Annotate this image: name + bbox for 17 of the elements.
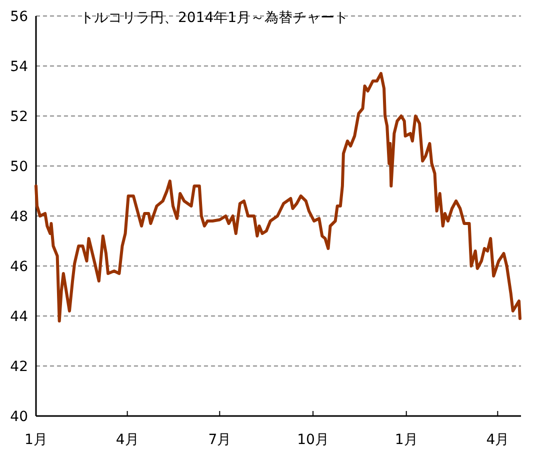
x-tick-label: 4月 — [116, 432, 139, 448]
line-series — [34, 72, 522, 322]
y-tick-label: 48 — [10, 209, 28, 225]
x-tick-label: 10月 — [297, 432, 329, 448]
x-tick-label: 1月 — [394, 432, 418, 448]
x-tick-label: 1月 — [24, 432, 48, 448]
y-tick-label: 42 — [10, 359, 28, 375]
y-tick-label: 56 — [10, 9, 28, 25]
y-tick-label: 54 — [10, 59, 28, 75]
y-tick-label: 52 — [10, 109, 28, 125]
y-tick-label: 50 — [10, 159, 28, 175]
y-tick-label: 44 — [10, 309, 28, 325]
chart-title: トルコリラ円、2014年1月～為替チャート — [80, 10, 349, 26]
x-tick-label: 7月 — [208, 432, 232, 448]
y-tick-label: 46 — [10, 259, 28, 275]
x-tick-label: 4月 — [486, 432, 510, 448]
y-tick-label: 40 — [10, 409, 28, 425]
